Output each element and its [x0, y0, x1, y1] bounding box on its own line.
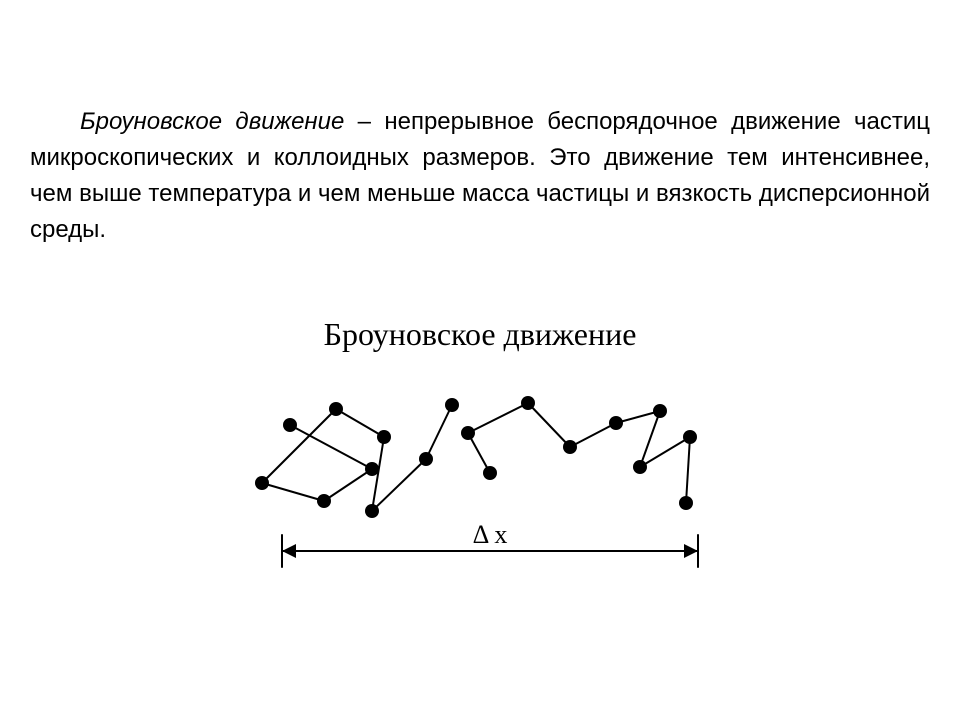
definition-paragraph: Броуновское движение – непрерывное беспо…: [30, 104, 930, 248]
term: Броуновское движение: [80, 108, 344, 135]
figure: Броуновское движение Δ x: [30, 316, 930, 608]
page: Броуновское движение – непрерывное беспо…: [0, 0, 960, 720]
brownian-diagram: Δ x: [220, 363, 740, 603]
svg-text:Δ x: Δ x: [473, 520, 508, 549]
brownian-svg: Δ x: [220, 363, 740, 603]
figure-title: Броуновское движение: [30, 316, 930, 353]
